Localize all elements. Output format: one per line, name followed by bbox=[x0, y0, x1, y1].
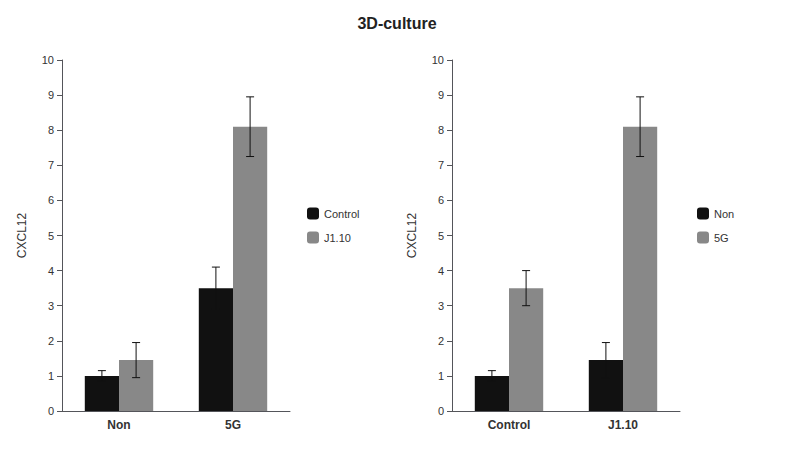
svg-text:6: 6 bbox=[48, 194, 54, 206]
svg-text:CXCL12: CXCL12 bbox=[405, 212, 419, 258]
svg-text:Control: Control bbox=[488, 418, 531, 432]
svg-text:2: 2 bbox=[48, 335, 54, 347]
svg-text:5G: 5G bbox=[225, 418, 241, 432]
svg-text:Control: Control bbox=[324, 208, 359, 220]
svg-text:7: 7 bbox=[48, 159, 54, 171]
svg-text:J1.10: J1.10 bbox=[608, 418, 638, 432]
svg-text:7: 7 bbox=[438, 159, 444, 171]
svg-text:J1.10: J1.10 bbox=[324, 232, 351, 244]
svg-text:10: 10 bbox=[42, 54, 54, 66]
svg-text:1: 1 bbox=[48, 370, 54, 382]
svg-text:2: 2 bbox=[438, 335, 444, 347]
svg-text:4: 4 bbox=[438, 265, 444, 277]
svg-text:5: 5 bbox=[48, 230, 54, 242]
svg-text:1: 1 bbox=[438, 370, 444, 382]
svg-text:9: 9 bbox=[48, 89, 54, 101]
svg-text:CXCL12: CXCL12 bbox=[15, 212, 29, 258]
svg-text:0: 0 bbox=[438, 405, 444, 417]
svg-text:8: 8 bbox=[438, 124, 444, 136]
svg-text:4: 4 bbox=[48, 265, 54, 277]
svg-text:8: 8 bbox=[48, 124, 54, 136]
svg-text:10: 10 bbox=[432, 54, 444, 66]
svg-text:3: 3 bbox=[438, 300, 444, 312]
svg-text:3D-culture: 3D-culture bbox=[357, 15, 436, 32]
svg-text:0: 0 bbox=[48, 405, 54, 417]
svg-text:5G: 5G bbox=[714, 232, 729, 244]
svg-text:Non: Non bbox=[107, 418, 130, 432]
svg-text:3: 3 bbox=[48, 300, 54, 312]
svg-text:9: 9 bbox=[438, 89, 444, 101]
svg-text:6: 6 bbox=[438, 194, 444, 206]
svg-text:5: 5 bbox=[438, 230, 444, 242]
svg-text:Non: Non bbox=[714, 208, 734, 220]
